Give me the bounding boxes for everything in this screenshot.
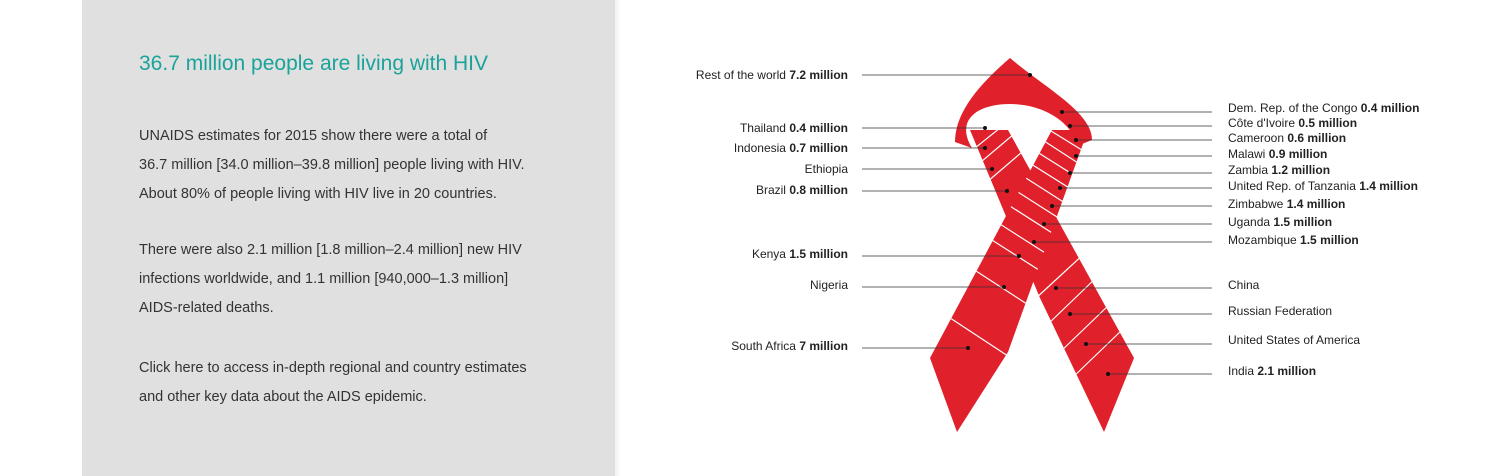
country-name: Thailand: [740, 121, 786, 135]
paragraph-line: There were also 2.1 million [1.8 million…: [139, 242, 522, 258]
country-name: Malawi: [1228, 147, 1265, 161]
label-malawi: Malawi 0.9 million: [1074, 147, 1327, 161]
country-name: Zambia: [1228, 163, 1268, 177]
country-value: 0.8 million: [789, 183, 848, 197]
paragraph-line: AIDS-related deaths.: [139, 300, 274, 316]
label-ethiopia: Ethiopia: [805, 162, 994, 176]
label-brazil: Brazil 0.8 million: [756, 183, 1009, 197]
paragraph-line: infections worldwide, and 1.1 million [9…: [139, 271, 509, 287]
label-thailand: Thailand 0.4 million: [740, 121, 987, 135]
svg-text:India 2.1 million: India 2.1 million: [1228, 364, 1316, 378]
country-name: Kenya: [752, 247, 786, 261]
country-value: 0.5 million: [1298, 116, 1357, 130]
label-indonesia: Indonesia 0.7 million: [734, 141, 987, 155]
label-zimbabwe: Zimbabwe 1.4 million: [1050, 197, 1345, 211]
country-name: Indonesia: [734, 141, 786, 155]
country-value: 2.1 million: [1257, 364, 1316, 378]
label-cote-divoire: Côte d'Ivoire 0.5 million: [1068, 116, 1357, 130]
country-name: Rest of the world: [696, 68, 786, 82]
country-name: India: [1228, 364, 1254, 378]
country-value: 1.5 million: [789, 247, 848, 261]
right-leg-dividers: [970, 130, 1123, 381]
country-value: 1.4 million: [1359, 179, 1418, 193]
svg-text:Zimbabwe 1.4 million: Zimbabwe 1.4 million: [1228, 197, 1345, 211]
ribbon-shape: [930, 58, 1134, 432]
country-value: 1.2 million: [1271, 163, 1330, 177]
label-usa: United States of America: [1084, 333, 1360, 347]
country-value: 1.4 million: [1287, 197, 1346, 211]
country-name: Dem. Rep. of the Congo: [1228, 101, 1358, 115]
svg-text:Dem. Rep. of the Congo 0.4 mil: Dem. Rep. of the Congo 0.4 million: [1228, 101, 1419, 115]
country-name: United Rep. of Tanzania: [1228, 179, 1356, 193]
label-mozambique: Mozambique 1.5 million: [1032, 233, 1359, 247]
country-name: Cameroon: [1228, 131, 1284, 145]
paragraph-line: 36.7 million [34.0 million–39.8 million]…: [139, 157, 525, 173]
country-value: 1.5 million: [1273, 215, 1332, 229]
label-china: China: [1054, 278, 1260, 292]
data-link-paragraph[interactable]: Click here to access in-depth regional a…: [139, 354, 599, 412]
label-uganda: Uganda 1.5 million: [1042, 215, 1332, 229]
country-value: 0.9 million: [1269, 147, 1328, 161]
country-name: Mozambique: [1228, 233, 1297, 247]
paragraph-line[interactable]: Click here to access in-depth regional a…: [139, 360, 527, 376]
country-value: 0.6 million: [1287, 131, 1346, 145]
label-tanzania: United Rep. of Tanzania 1.4 million: [1058, 179, 1418, 193]
country-value: 7.2 million: [789, 68, 848, 82]
country-value: 7 million: [799, 339, 848, 353]
label-russian-federation: Russian Federation: [1068, 304, 1332, 318]
country-name: Zimbabwe: [1228, 197, 1284, 211]
panel-shadow: [615, 0, 621, 476]
paragraph-line[interactable]: and other key data about the AIDS epidem…: [139, 389, 427, 405]
svg-text:Uganda 1.5 million: Uganda 1.5 million: [1228, 215, 1332, 229]
estimates-paragraph: UNAIDS estimates for 2015 show there wer…: [139, 122, 599, 209]
svg-text:Zambia 1.2 million: Zambia 1.2 million: [1228, 163, 1330, 177]
country-value: 0.7 million: [789, 141, 848, 155]
label-cameroon: Cameroon 0.6 million: [1074, 131, 1346, 145]
ribbon-right-leg: [970, 130, 1134, 432]
svg-text:Côte d'Ivoire 0.5 million: Côte d'Ivoire 0.5 million: [1228, 116, 1357, 130]
country-value: 0.4 million: [1361, 101, 1420, 115]
country-name: Ethiopia: [805, 162, 849, 176]
label-india: India 2.1 million: [1106, 364, 1316, 378]
panel-title: 36.7 million people are living with HIV: [139, 52, 489, 75]
svg-text:South Africa 7 million: South Africa 7 million: [731, 339, 848, 353]
country-name: South Africa: [731, 339, 796, 353]
svg-text:Brazil 0.8 million: Brazil 0.8 million: [756, 183, 848, 197]
svg-text:Rest of the world 7.2 million: Rest of the world 7.2 million: [696, 68, 848, 82]
right-labels: Dem. Rep. of the Congo 0.4 million Côte …: [1032, 101, 1419, 378]
label-rest-of-world: Rest of the world 7.2 million: [696, 68, 1032, 82]
svg-text:Malawi 0.9 million: Malawi 0.9 million: [1228, 147, 1327, 161]
info-panel: [82, 0, 615, 476]
country-value: 0.4 million: [789, 121, 848, 135]
label-kenya: Kenya 1.5 million: [752, 247, 1021, 261]
label-zambia: Zambia 1.2 million: [1068, 163, 1330, 177]
label-nigeria: Nigeria: [810, 278, 1006, 292]
svg-text:Indonesia 0.7 million: Indonesia 0.7 million: [734, 141, 848, 155]
country-name: Brazil: [756, 183, 786, 197]
infections-paragraph: There were also 2.1 million [1.8 million…: [139, 236, 599, 323]
ribbon-loop: [955, 58, 1092, 148]
country-name: United States of America: [1228, 333, 1360, 347]
label-south-africa: South Africa 7 million: [731, 339, 970, 353]
country-name: Nigeria: [810, 278, 848, 292]
left-labels: Rest of the world 7.2 million Thailand 0…: [696, 68, 1032, 353]
country-name: China: [1228, 278, 1260, 292]
country-name: Uganda: [1228, 215, 1270, 229]
label-drc: Dem. Rep. of the Congo 0.4 million: [1060, 101, 1419, 115]
svg-text:Cameroon 0.6 million: Cameroon 0.6 million: [1228, 131, 1346, 145]
svg-text:Mozambique 1.5 million: Mozambique 1.5 million: [1228, 233, 1359, 247]
paragraph-line: About 80% of people living with HIV live…: [139, 186, 497, 202]
country-name: Russian Federation: [1228, 304, 1332, 318]
country-name: Côte d'Ivoire: [1228, 116, 1295, 130]
svg-text:United Rep. of Tanzania 1.4 mi: United Rep. of Tanzania 1.4 million: [1228, 179, 1418, 193]
paragraph-line: UNAIDS estimates for 2015 show there wer…: [139, 128, 488, 144]
svg-text:Kenya 1.5 million: Kenya 1.5 million: [752, 247, 848, 261]
svg-text:Thailand 0.4 million: Thailand 0.4 million: [740, 121, 848, 135]
country-value: 1.5 million: [1300, 233, 1359, 247]
